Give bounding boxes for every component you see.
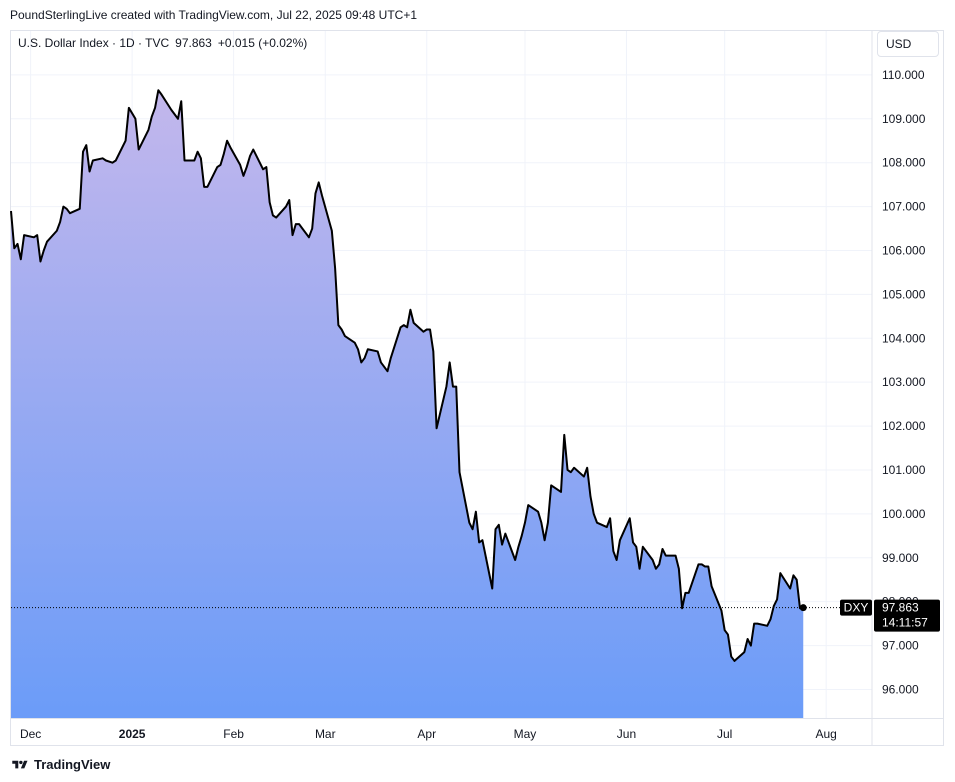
legend-last-price: 97.863 <box>175 36 212 50</box>
y-tick-label: 108.000 <box>882 156 926 170</box>
y-tick-label: 96.000 <box>882 682 919 696</box>
legend-symbol: U.S. Dollar Index · 1D · TVC <box>18 36 170 50</box>
tradingview-logo[interactable]: TradingView <box>10 757 110 772</box>
price-tag <box>874 599 940 632</box>
price-tag-countdown: 14:11:57 <box>882 616 928 630</box>
price-tag-value: 97.863 <box>882 601 919 615</box>
area-fill <box>11 90 804 718</box>
x-tick-label: Aug <box>815 727 836 741</box>
y-tick-label: 101.000 <box>882 463 926 477</box>
y-tick-label: 102.000 <box>882 419 926 433</box>
last-price-dot <box>799 604 807 612</box>
x-tick-label: Jul <box>717 727 732 741</box>
legend-change: +0.015 (+0.02%) <box>217 36 308 50</box>
x-tick-label: Feb <box>223 727 244 741</box>
chart-attribution: PoundSterlingLive created with TradingVi… <box>10 8 418 22</box>
tradingview-logo-icon <box>12 760 28 768</box>
tradingview-brand-text: TradingView <box>34 757 111 772</box>
currency-button[interactable]: USD <box>877 31 939 57</box>
x-tick-label: 2025 <box>119 727 146 741</box>
price-line[interactable] <box>10 89 804 662</box>
y-tick-label: 110.000 <box>882 68 925 82</box>
chart-frame <box>10 30 944 746</box>
x-tick-label: Dec <box>20 727 41 741</box>
x-tick-label: May <box>514 727 537 741</box>
y-tick-label: 107.000 <box>882 200 926 214</box>
x-tick-label: Mar <box>315 727 336 741</box>
y-tick-label: 99.000 <box>882 551 919 565</box>
y-tick-label: 100.000 <box>882 507 926 521</box>
ticker-tag <box>840 599 872 616</box>
y-tick-label: 109.000 <box>882 112 926 126</box>
y-tick-label: 103.000 <box>882 375 926 389</box>
y-tick-label: 105.000 <box>882 287 926 301</box>
y-tick-label: 106.000 <box>882 243 926 257</box>
y-tick-label: 97.000 <box>882 639 919 653</box>
chart-legend: U.S. Dollar Index · 1D · TVC 97.863 +0.0… <box>18 36 307 50</box>
x-tick-label: Jun <box>617 727 636 741</box>
x-tick-label: Apr <box>417 727 436 741</box>
y-tick-label: 104.000 <box>882 331 926 345</box>
ticker-tag-label: DXY <box>844 601 869 615</box>
